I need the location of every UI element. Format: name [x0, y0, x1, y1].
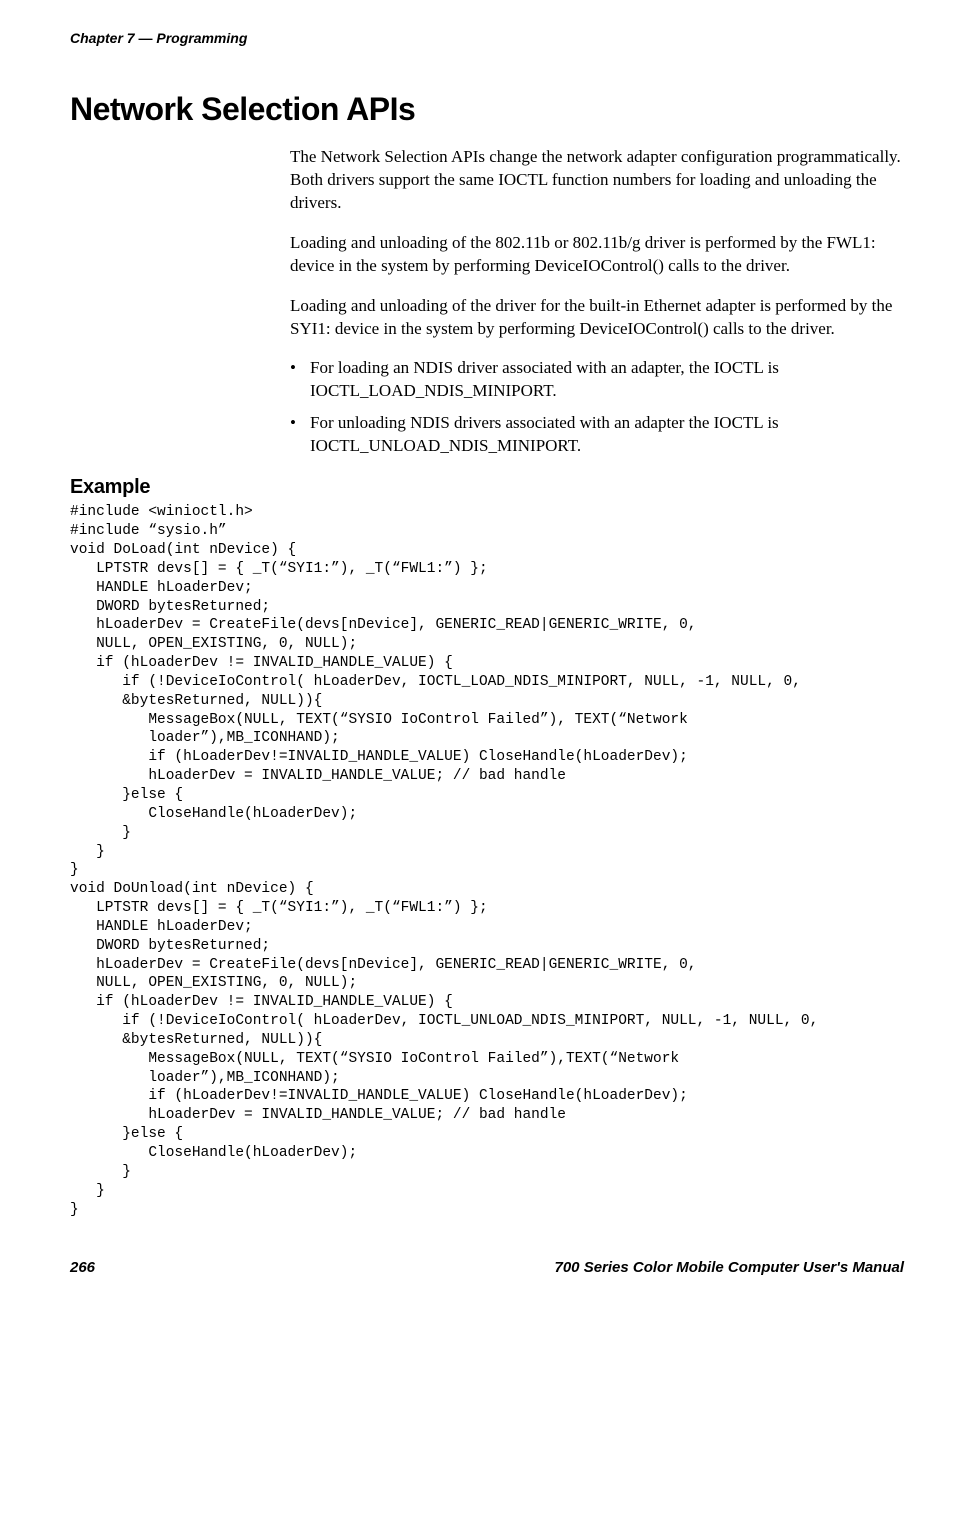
header-chapter: Chapter 7	[70, 30, 135, 46]
heading-2: Example	[70, 476, 904, 499]
page-number: 266	[70, 1259, 95, 1276]
paragraph-2: Loading and unloading of the 802.11b or …	[290, 232, 904, 278]
page-footer: 266 700 Series Color Mobile Computer Use…	[70, 1259, 904, 1276]
code-example: #include <winioctl.h> #include “sysio.h”…	[70, 503, 904, 1219]
bullet-item-2: For unloading NDIS drivers associated wi…	[290, 412, 904, 458]
bullet-list: For loading an NDIS driver associated wi…	[290, 357, 904, 459]
heading-1: Network Selection APIs	[70, 91, 904, 128]
bullet-item-1: For loading an NDIS driver associated wi…	[290, 357, 904, 403]
header-separator: —	[138, 30, 152, 46]
header-section: Programming	[156, 30, 247, 46]
footer-title: 700 Series Color Mobile Computer User's …	[555, 1259, 905, 1276]
paragraph-3: Loading and unloading of the driver for …	[290, 295, 904, 341]
running-header: Chapter 7 — Programming	[70, 30, 904, 46]
paragraph-1: The Network Selection APIs change the ne…	[290, 146, 904, 215]
page-container: Chapter 7 — Programming Network Selectio…	[0, 0, 974, 1306]
